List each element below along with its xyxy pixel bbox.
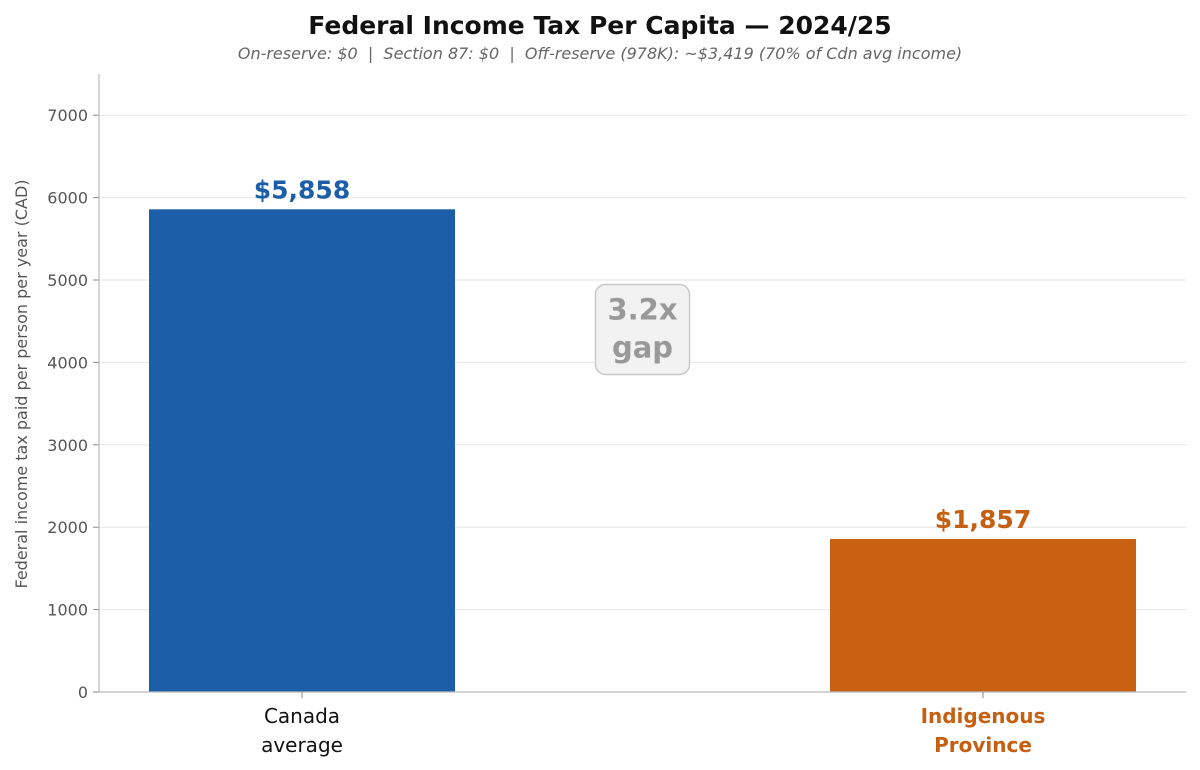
bars: $5,858 $1,857 (149, 175, 1136, 693)
x-tick-label: average (261, 733, 343, 757)
x-tick-label: Province (934, 733, 1032, 757)
gap-label: gap (612, 330, 673, 364)
y-tick-label: 7000 (47, 106, 88, 125)
gap-box (594, 283, 691, 376)
y-tick-label: 1000 (47, 601, 88, 620)
y-tick-label: 4000 (47, 353, 88, 372)
bar (149, 209, 455, 693)
y-tick-label: 3000 (47, 436, 88, 455)
axes: 0 1000 2000 3000 4000 5000 6000 7000 Canada avera… (47, 74, 1186, 757)
chart-subtitle: On-reserve: $0 | Section 87: $0 | Off-re… (238, 44, 962, 63)
data-label: $5,858 (254, 175, 350, 204)
data-label: $1,857 (935, 505, 1031, 534)
bar (830, 538, 1136, 692)
y-tick-label: 5000 (47, 271, 88, 290)
y-tick-label: 0 (78, 683, 88, 702)
gap-label: 3.2x (607, 292, 677, 326)
y-axis-label: Federal income tax paid per person per y… (12, 179, 31, 588)
y-tick-label: 2000 (47, 518, 88, 537)
gap-annotation: 3.2x gap (594, 283, 691, 376)
y-tick-label: 6000 (47, 189, 88, 208)
chart-title: Federal Income Tax Per Capita — 2024/25 (308, 11, 891, 40)
x-tick-label: Canada (264, 704, 340, 728)
x-tick-label: Indigenous (921, 704, 1046, 728)
